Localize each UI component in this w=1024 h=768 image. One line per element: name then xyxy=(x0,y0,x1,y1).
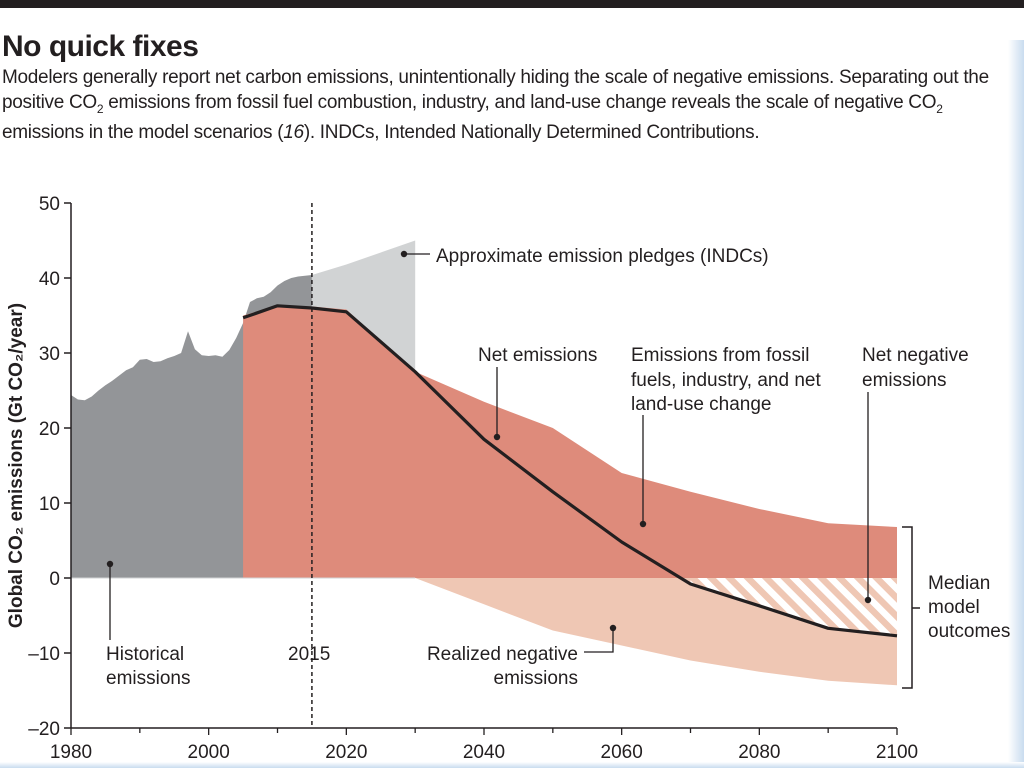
x-tick-label: 2000 xyxy=(188,742,230,763)
caption-part-4: ). INDCs, Intended Nationally Determined… xyxy=(303,121,760,143)
fossil-emissions-area xyxy=(243,305,898,578)
caption-reference: 16 xyxy=(283,121,304,143)
page-title: No quick fixes xyxy=(2,30,199,63)
caption-part-1: Modelers generally report net carbon emi… xyxy=(2,67,989,113)
y-tick-label: 30 xyxy=(39,344,60,365)
x-tick-label: 2080 xyxy=(738,742,780,763)
net-negative-leader-dot xyxy=(864,596,872,604)
x-axis: 1980 2000 2020 2040 2060 2080 2100 xyxy=(50,727,918,763)
caption-part-2: emissions from fossil fuel combustion, i… xyxy=(103,91,937,113)
label-net-negative-line2: emissions xyxy=(862,370,946,391)
caption-sub-1: 2 xyxy=(96,101,104,116)
x-tick-label: 2020 xyxy=(325,742,367,763)
label-pledges: Approximate emission pledges (INDCs) xyxy=(436,246,769,267)
label-fossil-line2: fuels, industry, and net xyxy=(631,370,821,391)
label-realized-negative-line1: Realized negative xyxy=(427,644,578,665)
fossil-leader-dot xyxy=(639,520,647,528)
y-axis-label: Global CO₂ emissions (Gt CO₂/year) xyxy=(6,303,27,628)
figure-caption: Modelers generally report net carbon emi… xyxy=(2,66,1012,145)
bottom-edge-shade xyxy=(0,762,1024,768)
y-axis: 50 40 30 20 10 0 –10 –20 xyxy=(28,194,72,740)
x-tick-label: 1980 xyxy=(50,742,92,763)
label-2015: 2015 xyxy=(288,644,330,665)
caption-sub-2: 2 xyxy=(936,101,943,116)
caption-part-3: emissions in the model scenarios ( xyxy=(2,121,284,143)
realized-negative-leader-dot xyxy=(609,624,617,632)
label-median-line2: model xyxy=(928,597,980,618)
y-tick-label: –10 xyxy=(28,644,60,665)
right-edge-shade xyxy=(1008,40,1024,768)
x-tick-label: 2100 xyxy=(876,742,918,763)
realized-negative-leader xyxy=(584,628,614,653)
label-fossil-line3: land-use change xyxy=(631,394,772,415)
net-emissions-line xyxy=(242,304,898,638)
label-median-line3: outcomes xyxy=(928,621,1010,642)
realized-negative-emissions-area xyxy=(243,578,898,686)
label-fossil-line1: Emissions from fossil xyxy=(631,345,809,366)
label-historical-line1: Historical xyxy=(106,644,184,665)
y-tick-label: 40 xyxy=(39,269,60,290)
pledges-leader-dot xyxy=(400,250,408,258)
y-tick-label: 50 xyxy=(39,194,60,215)
annotation-leaders xyxy=(106,250,872,653)
label-historical-line2: emissions xyxy=(106,668,190,689)
emission-pledges-area xyxy=(311,240,416,376)
x-tick-label: 2040 xyxy=(463,742,505,763)
label-median-line1: Median xyxy=(928,573,990,594)
label-net-emissions: Net emissions xyxy=(478,345,597,366)
y-tick-label: 10 xyxy=(39,494,60,515)
label-net-negative-line1: Net negative xyxy=(862,345,969,366)
y-tick-label: –20 xyxy=(28,719,60,740)
y-tick-label: 20 xyxy=(39,419,60,440)
top-rule xyxy=(0,0,1024,8)
median-outcomes-bracket xyxy=(902,526,920,689)
net-leader-dot xyxy=(493,433,501,441)
historical-leader-dot xyxy=(106,560,114,568)
x-tick-label: 2060 xyxy=(601,742,643,763)
net-negative-emissions-hatch xyxy=(690,578,897,636)
label-realized-negative-line2: emissions xyxy=(494,668,578,689)
y-tick-label: 0 xyxy=(49,569,60,590)
